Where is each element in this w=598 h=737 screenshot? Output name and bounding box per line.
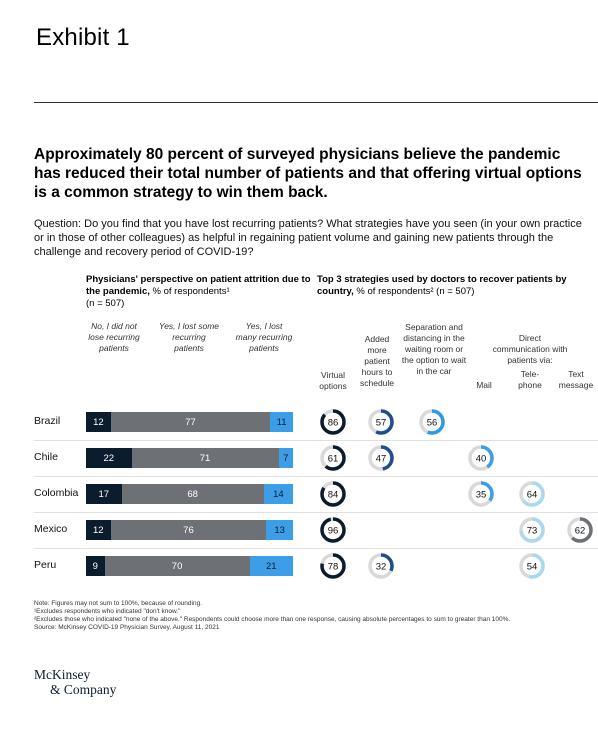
bar-segment-many-loss: 11 (270, 412, 293, 432)
bar-segment-no-loss: 12 (86, 520, 111, 540)
donut-gauge: 61 (320, 445, 346, 471)
strategy-title-text: Top 3 strategies used by doctors to reco… (317, 274, 567, 297)
bar-segment-some-loss: 71 (131, 448, 279, 468)
bar-segment-many-loss: 14 (263, 484, 293, 504)
donut-fill (320, 481, 346, 507)
bar-chart-n: (n = 507) (86, 298, 125, 309)
donut-value: 56 (427, 418, 438, 429)
bar-segment-some-loss: 68 (121, 484, 264, 504)
note-1: ¹Excludes respondents who indicated "don… (34, 608, 181, 615)
exhibit-label: Exhibit 1 (36, 24, 130, 51)
donut-fill (368, 445, 394, 471)
donut-fill (368, 409, 394, 435)
bar-legend-no-loss: No, I did not lose recurring patients (88, 321, 140, 353)
donut-value: 35 (476, 490, 487, 501)
donut-fill (320, 553, 346, 579)
country-label: Brazil (34, 415, 61, 427)
logo-line-2: & Company (50, 682, 117, 697)
donut-value: 47 (376, 454, 387, 465)
donut-value: 62 (575, 526, 586, 537)
country-label: Peru (34, 559, 57, 571)
note-source: Source: McKinsey COVID-19 Physician Surv… (34, 624, 220, 631)
donut-gauge: 47 (368, 445, 394, 471)
donut-fill (320, 409, 346, 435)
bar-segment-some-loss: 77 (110, 412, 271, 432)
strategy-group-header: Direct communication with patients via: (492, 333, 568, 365)
bar-chart-title-unit: % of respondents¹ (152, 286, 230, 297)
donut-value: 96 (328, 526, 339, 537)
strategy-col-mail: Mail (476, 380, 492, 390)
strategy-col-text: Text message (558, 369, 594, 390)
mckinsey-logo: McKinsey & Company (34, 667, 116, 697)
headline: Approximately 80 percent of surveyed phy… (34, 146, 582, 201)
row-divider (34, 548, 598, 549)
donut-gauge: 86 (320, 409, 346, 435)
row-divider (34, 440, 598, 441)
donut-fill (320, 445, 346, 471)
donut-gauge: 57 (368, 409, 394, 435)
donut-gauge: 64 (519, 481, 545, 507)
bar-segment-no-loss: 9 (86, 556, 105, 576)
donut-gauge: 40 (468, 445, 494, 471)
donut-fill (468, 445, 494, 471)
donut-value: 78 (328, 562, 339, 573)
logo-line-1: McKinsey (34, 667, 91, 682)
bar-legend-many-loss: Yes, I lost many recurring patients (235, 321, 293, 353)
donut-fill (519, 481, 545, 507)
country-label: Chile (34, 451, 58, 463)
donut-gauge: 56 (419, 409, 445, 435)
bar-segment-some-loss: 70 (104, 556, 250, 576)
note-rounding: Note: Figures may not sum to 100%, becau… (34, 600, 203, 607)
country-label: Mexico (34, 523, 68, 535)
strategy-col-separation: Separation and distancing in the waiting… (401, 322, 467, 376)
donut-value: 61 (328, 454, 339, 465)
donut-gauge: 35 (468, 481, 494, 507)
bar-segment-many-loss: 7 (278, 448, 293, 468)
donut-gauge: 62 (567, 517, 593, 543)
bar-chart-title-text: Physicians' perspective on patient attri… (86, 274, 311, 297)
donut-gauge: 78 (320, 553, 346, 579)
donut-gauge: 73 (519, 517, 545, 543)
strategy-col-hours: Added more patient hours to schedule (359, 334, 395, 388)
donut-fill (368, 553, 394, 579)
donut-value: 64 (527, 490, 538, 501)
country-label: Colombia (34, 487, 79, 499)
bar-segment-no-loss: 12 (86, 412, 111, 432)
bar-chart-title: Physicians' perspective on patient attri… (86, 274, 314, 310)
donut-fill (419, 409, 445, 435)
strategy-col-virtual: Virtual options (319, 370, 347, 391)
bar-segment-many-loss: 13 (266, 520, 293, 540)
donut-value: 73 (527, 526, 538, 537)
donut-fill (519, 517, 545, 543)
bar-segment-some-loss: 76 (110, 520, 267, 540)
row-divider (34, 476, 598, 477)
bar-segment-many-loss: 21 (249, 556, 293, 576)
donut-gauge: 84 (320, 481, 346, 507)
donut-gauge: 54 (519, 553, 545, 579)
row-divider (34, 512, 598, 513)
question-text: Question: Do you find that you have lost… (34, 218, 582, 258)
note-2: ²Excludes those who indicated "none of t… (34, 616, 511, 623)
bar-segment-no-loss: 17 (86, 484, 122, 504)
donut-value: 40 (476, 454, 487, 465)
donut-value: 86 (328, 418, 339, 429)
strategy-title-unit: % of respondents² (n = 507) (356, 286, 475, 297)
bar-legend-some-loss: Yes, I lost some recurring patients (159, 321, 219, 353)
donut-fill (567, 517, 593, 543)
donut-value: 32 (376, 562, 387, 573)
donut-fill (519, 553, 545, 579)
strategy-col-telephone: Tele-phone (518, 369, 542, 390)
donut-gauge: 96 (320, 517, 346, 543)
donut-fill (320, 517, 346, 543)
strategy-table-title: Top 3 strategies used by doctors to reco… (317, 274, 597, 298)
donut-value: 54 (527, 562, 538, 573)
bar-segment-no-loss: 22 (86, 448, 132, 468)
donut-gauge: 32 (368, 553, 394, 579)
divider (34, 102, 598, 103)
donut-value: 57 (376, 418, 387, 429)
donut-value: 84 (328, 490, 339, 501)
footnotes: Note: Figures may not sum to 100%, becau… (34, 600, 582, 632)
donut-fill (468, 481, 494, 507)
